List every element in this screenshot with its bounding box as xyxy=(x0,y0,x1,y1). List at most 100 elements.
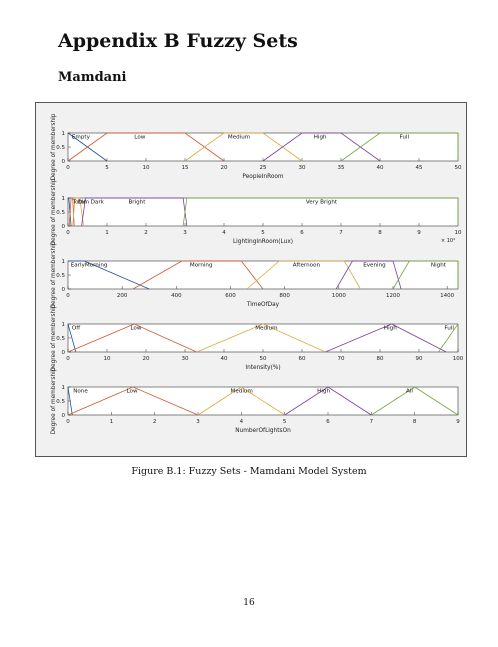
x-tick-label: 100 xyxy=(453,356,464,362)
series-line-all xyxy=(371,386,459,416)
set-label: Evening xyxy=(363,263,386,269)
x-tick-label: 3 xyxy=(196,419,200,425)
series-line-total-dark xyxy=(68,197,72,227)
x-tick-label: 2 xyxy=(153,419,157,425)
y-tick-label: 1 xyxy=(62,385,66,391)
axes-box xyxy=(67,132,459,162)
set-label: Very Bright xyxy=(306,200,338,206)
series-line-high xyxy=(325,323,447,353)
series-line-off xyxy=(67,323,77,353)
subplot-4: 00.510 10 20 30 40 50 60 70 80 90 100Intensity(%)D… xyxy=(51,304,464,371)
x-tick-label: 7 xyxy=(339,230,343,236)
x-tick-label: 15 xyxy=(182,165,189,171)
x-tick-label: 35 xyxy=(338,165,345,171)
fuzzy-sets-plots: 00.510 5 10 15 20 25 30 35 40 45 50PeopleInRoomDeg… xyxy=(51,113,464,434)
x-exponent-label: × 10⁴ xyxy=(441,238,455,244)
y-axis-label: Degree of membership xyxy=(51,241,57,308)
x-tick-label: 10 xyxy=(455,230,462,236)
x-tick-label: 90 xyxy=(416,356,423,362)
set-label: High xyxy=(317,389,330,395)
x-tick-label: 20 xyxy=(143,356,150,362)
x-tick-label: 0 xyxy=(66,356,70,362)
set-label: Dark xyxy=(91,200,105,206)
x-tick-label: 5 xyxy=(261,230,265,236)
x-tick-label: 45 xyxy=(416,165,423,171)
series-line-night xyxy=(392,260,459,290)
y-tick-label: 1 xyxy=(62,259,66,265)
set-label: All xyxy=(406,389,413,395)
x-tick-label: 7 xyxy=(370,419,374,425)
y-tick-label: 0.5 xyxy=(56,145,65,151)
x-tick-label: 10 xyxy=(143,165,150,171)
x-tick-label: 3 xyxy=(183,230,187,236)
page-number: 16 xyxy=(243,598,255,608)
x-tick-label: 6 xyxy=(300,230,304,236)
series-line-full xyxy=(340,132,459,162)
y-tick-label: 0.5 xyxy=(56,399,65,405)
y-tick-label: 0 xyxy=(62,350,66,356)
x-axis-label: PeopleInRoom xyxy=(242,174,284,180)
x-tick-label: 60 xyxy=(299,356,306,362)
x-tick-label: 200 xyxy=(117,293,128,299)
x-tick-label: 5 xyxy=(283,419,287,425)
y-tick-label: 0 xyxy=(62,413,66,419)
x-tick-label: 50 xyxy=(455,165,462,171)
set-label: Low xyxy=(134,135,145,141)
series-line-low xyxy=(67,386,199,416)
x-tick-label: 40 xyxy=(377,165,384,171)
x-tick-label: 20 xyxy=(221,165,228,171)
x-tick-label: 80 xyxy=(377,356,384,362)
x-tick-label: 50 xyxy=(260,356,267,362)
x-tick-label: 4 xyxy=(222,230,226,236)
series-line-low xyxy=(67,323,197,353)
x-tick-label: 1 xyxy=(110,419,114,425)
y-tick-label: 1 xyxy=(62,131,66,137)
x-axis-label: Intensity(%) xyxy=(245,365,280,371)
x-tick-label: 25 xyxy=(260,165,267,171)
set-label: Off xyxy=(72,326,80,332)
x-tick-label: 8 xyxy=(378,230,382,236)
series-line-none xyxy=(67,386,73,416)
set-label: Bright xyxy=(128,200,146,206)
subplot-5: 0 0.5 1 0 1 2 3 4 5 6 7 8 9 NumberOfLightsOn Degree of… xyxy=(51,367,460,434)
x-tick-label: 1200 xyxy=(386,293,400,299)
x-tick-label: 1 xyxy=(105,230,109,236)
set-label: Full xyxy=(444,326,454,332)
y-tick-label: 0.5 xyxy=(56,273,65,279)
axes-box xyxy=(67,197,459,227)
y-tick-label: 0.5 xyxy=(56,336,65,342)
y-axis-label: Degree of membership xyxy=(51,113,57,180)
x-axis-label: NumberOfLightsOn xyxy=(235,428,291,434)
y-axis-label: Degree of membership xyxy=(51,367,57,434)
x-axis-label: LightingInRoom(Lux) xyxy=(233,239,293,245)
set-label: Medium xyxy=(228,135,250,141)
series-line-full xyxy=(438,323,459,353)
x-tick-label: 30 xyxy=(182,356,189,362)
series-line-dim xyxy=(72,197,84,227)
series-line-morning xyxy=(132,260,264,290)
x-tick-label: 30 xyxy=(299,165,306,171)
x-tick-label: 5 xyxy=(105,165,109,171)
subplot-3: 0 0.5 1 0 200 400 600 800 1000 1200 1400 TimeOfDay D… xyxy=(51,241,459,308)
set-label: Low xyxy=(130,326,141,332)
series-line-high xyxy=(284,386,372,416)
fuzzy-sets-figure: 0 0.5 1 0 5 10 15 20 25 30 35 40 45 50 PeopleInRoom Deg… xyxy=(35,102,467,457)
set-label: Afternoon xyxy=(293,263,321,269)
x-tick-label: 1400 xyxy=(440,293,454,299)
subplot-1: 00.510 5 10 15 20 25 30 35 40 45 50PeopleInRoomDeg… xyxy=(51,113,462,180)
x-tick-label: 70 xyxy=(338,356,345,362)
y-axis-label: Degree of membership xyxy=(51,304,57,371)
set-label: Morning xyxy=(190,263,213,269)
x-tick-label: 600 xyxy=(225,293,236,299)
y-tick-label: 0 xyxy=(62,159,66,165)
appendix-heading: Appendix B Fuzzy Sets xyxy=(58,30,298,52)
figure-caption: Figure B.1: Fuzzy Sets - Mamdani Model S… xyxy=(131,466,367,477)
section-heading: Mamdani xyxy=(58,70,127,85)
y-tick-label: 1 xyxy=(62,322,66,328)
x-tick-label: 400 xyxy=(171,293,182,299)
x-tick-label: 0 xyxy=(66,230,70,236)
x-tick-label: 6 xyxy=(326,419,330,425)
x-tick-label: 1000 xyxy=(332,293,346,299)
set-label: Medium xyxy=(255,326,277,332)
y-tick-label: 0.5 xyxy=(56,210,65,216)
